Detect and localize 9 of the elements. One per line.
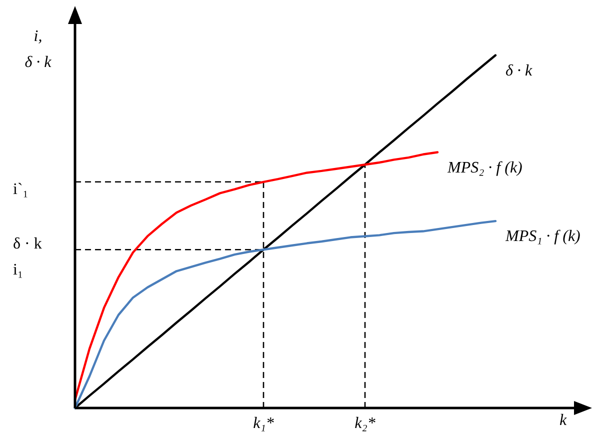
x-axis-title: k xyxy=(559,412,568,429)
series-label: δ · k xyxy=(506,62,533,79)
series-label: MPS₁ · f (k) xyxy=(504,228,580,245)
ref-line-label: δ · k i₁ xyxy=(13,235,42,278)
x-tick-label: k₁* xyxy=(253,414,274,432)
ref-line-label: i`₁ xyxy=(13,180,28,198)
series-label: MPS₂ · f (k) xyxy=(446,158,522,176)
x-tick-label: k₂* xyxy=(354,414,376,432)
y-axis-title: i, δ · k xyxy=(24,28,52,71)
